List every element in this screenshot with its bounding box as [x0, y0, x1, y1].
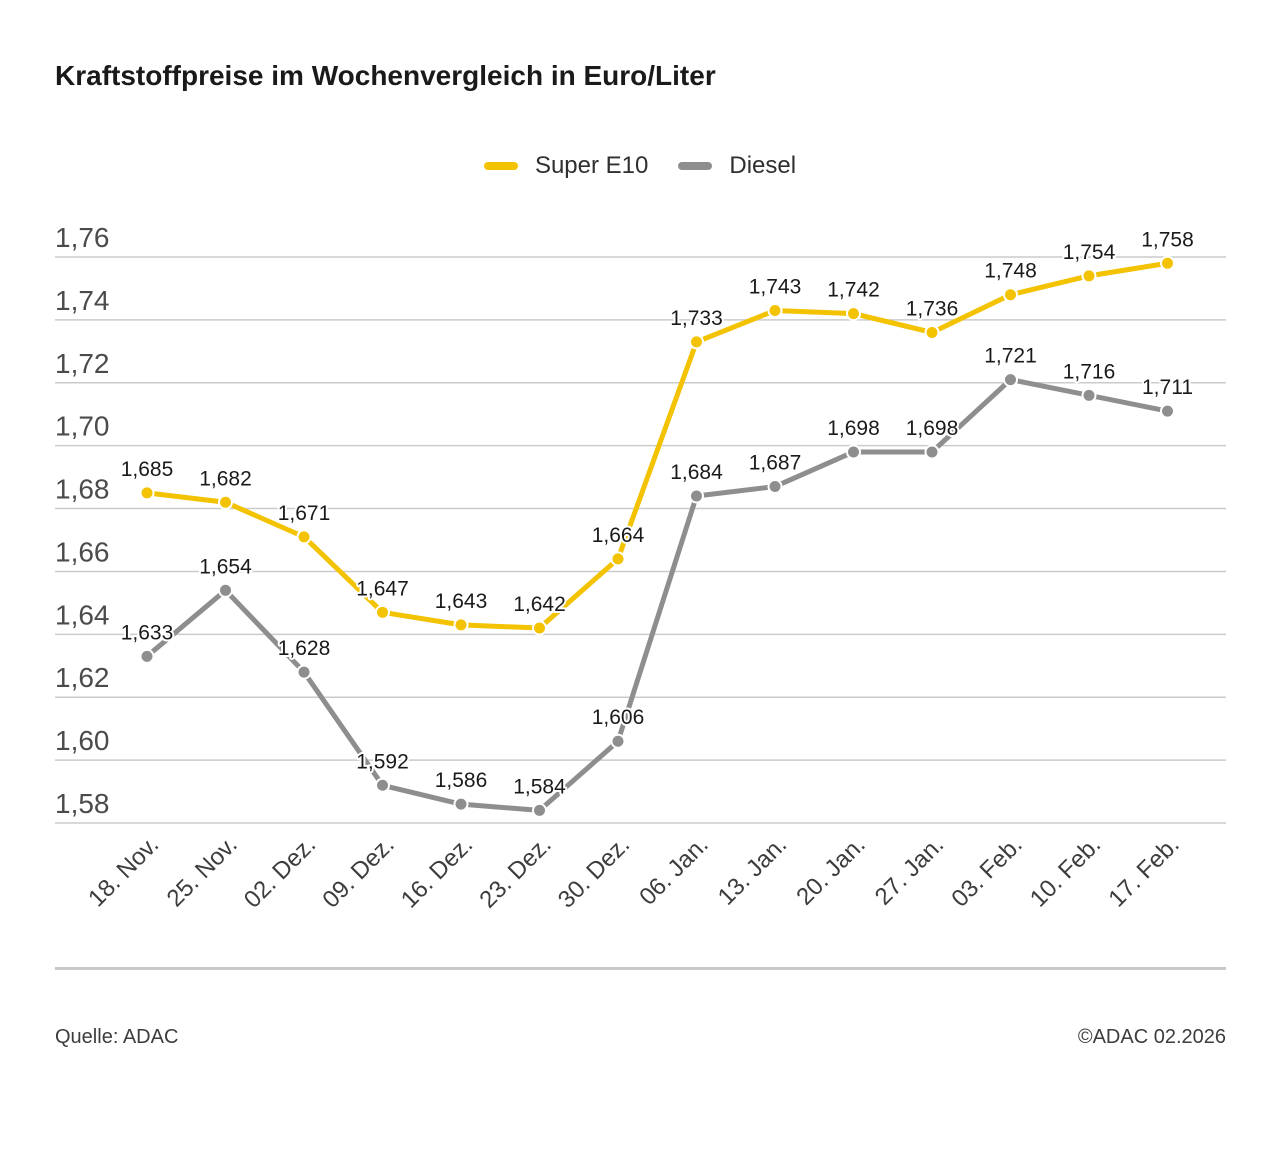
x-axis-tick-label: 10. Feb. — [1025, 831, 1106, 912]
data-point-label: 1,743 — [749, 275, 802, 298]
data-point-label: 1,698 — [906, 417, 959, 440]
data-point-label: 1,748 — [984, 260, 1037, 283]
data-point — [532, 620, 547, 636]
data-point — [610, 733, 626, 749]
data-point-label: 1,584 — [513, 775, 566, 798]
y-axis-tick-label: 1,74 — [55, 285, 110, 316]
y-axis-tick-label: 1,62 — [55, 662, 110, 693]
data-point-label: 1,592 — [356, 750, 409, 773]
data-point-label: 1,654 — [199, 555, 252, 578]
x-axis-tick-label: 13. Jan. — [713, 831, 792, 910]
data-point — [296, 664, 312, 680]
chart-title: Kraftstoffpreise im Wochenvergleich in E… — [55, 60, 716, 91]
data-point — [296, 529, 312, 545]
data-point-label: 1,711 — [1142, 376, 1193, 399]
y-axis-tick-label: 1,76 — [55, 222, 110, 253]
x-axis-tick-label: 27. Jan. — [870, 831, 949, 910]
data-point — [924, 324, 940, 340]
data-point — [846, 444, 861, 460]
data-point-label: 1,698 — [827, 417, 880, 440]
legend-swatch-diesel-icon — [678, 162, 713, 170]
data-point — [1081, 268, 1097, 284]
data-point — [1003, 287, 1018, 303]
data-point — [453, 796, 469, 812]
data-point — [139, 485, 155, 501]
data-point — [453, 617, 469, 633]
x-axis-tick-label: 20. Jan. — [791, 831, 870, 910]
data-point-label: 1,733 — [670, 307, 723, 330]
legend-swatch-super-e10-icon — [483, 162, 518, 170]
x-axis-tick-label: 02. Dez. — [239, 831, 321, 913]
data-point — [532, 802, 547, 818]
data-point-label: 1,754 — [1063, 241, 1116, 264]
y-axis-tick-label: 1,58 — [55, 788, 110, 819]
data-point — [767, 302, 783, 318]
data-point — [1160, 255, 1175, 271]
data-point-label: 1,684 — [670, 461, 723, 484]
series-line-super-e10 — [144, 260, 1170, 631]
y-axis-tick-label: 1,66 — [55, 536, 110, 567]
legend-label-super-e10: Super E10 — [534, 152, 649, 179]
data-point-label: 1,647 — [356, 577, 409, 600]
data-point-label: 1,685 — [121, 458, 174, 481]
data-point-label: 1,633 — [121, 621, 174, 644]
data-point — [375, 777, 390, 793]
data-point-label: 1,682 — [199, 467, 252, 490]
y-axis-tick-label: 1,64 — [55, 599, 110, 630]
data-point-label: 1,664 — [592, 524, 645, 547]
x-axis-tick-label: 23. Dez. — [474, 831, 556, 913]
data-point-label: 1,586 — [435, 769, 488, 792]
x-axis-tick-label: 30. Dez. — [553, 831, 635, 913]
data-point-label: 1,687 — [749, 452, 802, 475]
y-axis-tick-label: 1,60 — [55, 725, 110, 756]
footer-divider — [55, 967, 1226, 970]
footer: Quelle: ADAC ©ADAC 02.2026 — [55, 1026, 1226, 1049]
data-point-label: 1,736 — [906, 297, 959, 320]
data-point-label: 1,606 — [592, 706, 645, 729]
data-point — [610, 551, 626, 567]
y-axis-tick-label: 1,68 — [55, 474, 110, 505]
data-point — [218, 582, 233, 598]
data-point-label: 1,642 — [513, 593, 566, 616]
x-axis-tick-label: 16. Dez. — [396, 831, 478, 913]
data-point-label: 1,671 — [278, 502, 331, 525]
data-point — [924, 444, 940, 460]
data-point — [375, 604, 390, 620]
legend-label-diesel: Diesel — [729, 152, 797, 179]
data-point-label: 1,643 — [435, 590, 488, 613]
data-point-label: 1,758 — [1141, 228, 1194, 251]
source-credit: Quelle: ADAC — [55, 1026, 179, 1048]
legend: Super E10 Diesel — [0, 152, 1280, 180]
legend-item-super-e10: Super E10 — [483, 152, 649, 180]
data-point — [846, 306, 861, 322]
data-point — [1081, 387, 1097, 403]
x-axis-tick-label: 18. Nov. — [83, 831, 164, 912]
data-point-label: 1,716 — [1063, 360, 1116, 383]
data-point — [767, 479, 783, 495]
x-axis-tick-label: 17. Feb. — [1103, 831, 1184, 912]
data-point-label: 1,721 — [984, 345, 1037, 368]
data-point — [1003, 372, 1018, 388]
y-axis-tick-label: 1,70 — [55, 411, 110, 442]
x-axis-tick-label: 09. Dez. — [317, 831, 399, 913]
data-point — [689, 334, 704, 350]
legend-item-diesel: Diesel — [678, 152, 796, 180]
data-point — [1160, 403, 1175, 419]
data-point-label: 1,628 — [278, 637, 331, 660]
data-point — [689, 488, 704, 504]
data-point — [139, 648, 155, 664]
x-axis-tick-label: 25. Nov. — [162, 831, 243, 912]
series-line-diesel — [144, 377, 1170, 813]
y-axis-tick-label: 1,72 — [55, 348, 110, 379]
data-point-label: 1,742 — [827, 279, 880, 302]
x-axis-tick-label: 06. Jan. — [634, 831, 713, 910]
copyright-credit: ©ADAC 02.2026 — [1077, 1026, 1226, 1048]
data-point — [218, 494, 233, 510]
x-axis-tick-label: 03. Feb. — [946, 831, 1027, 912]
